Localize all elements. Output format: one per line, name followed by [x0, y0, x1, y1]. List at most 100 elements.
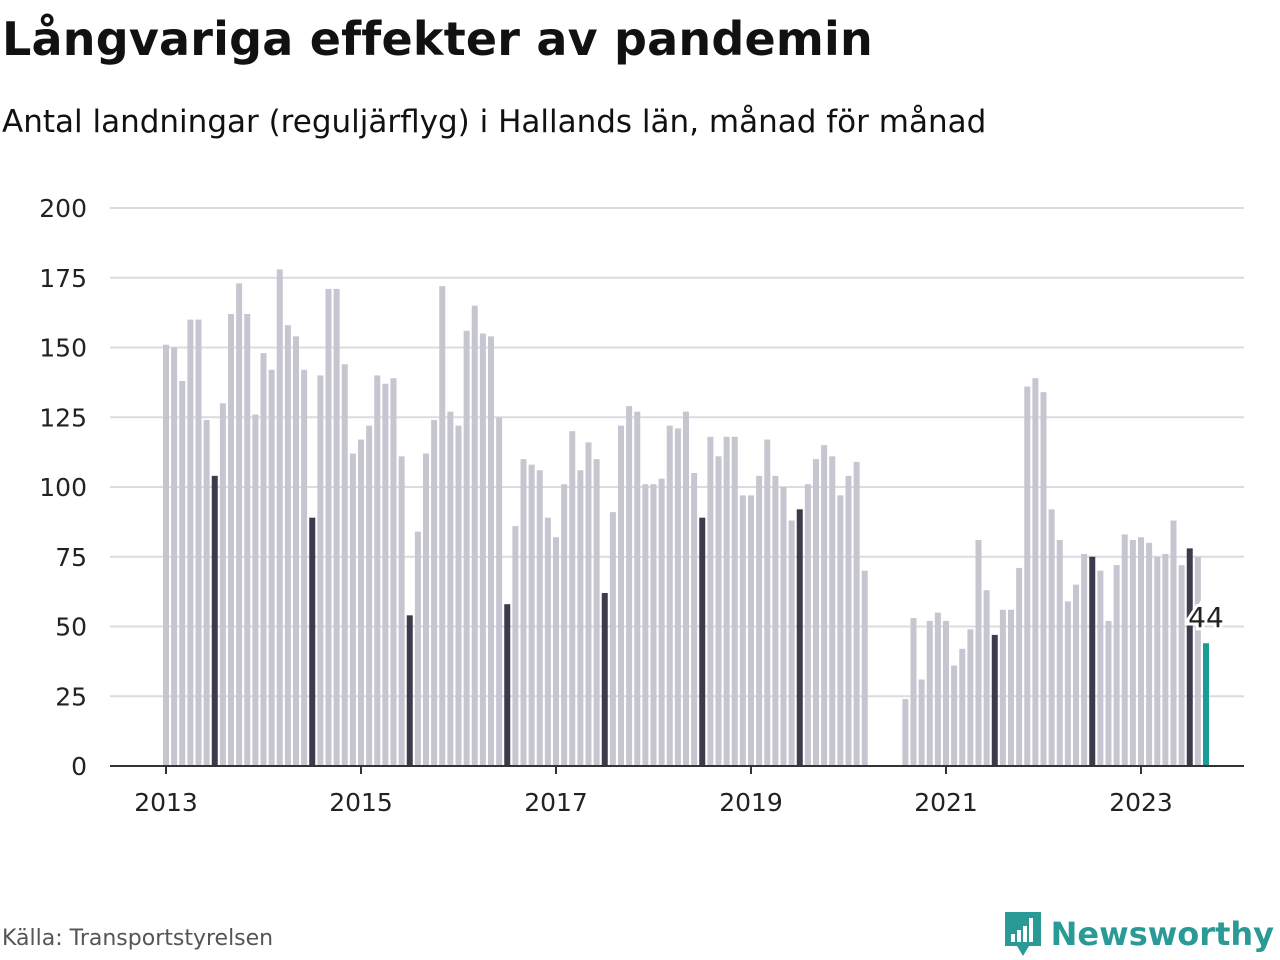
y-tick-label: 50 — [55, 613, 87, 642]
y-tick-label: 125 — [39, 403, 87, 432]
bar — [463, 330, 470, 766]
bar — [1040, 392, 1047, 766]
chart-title: Långvariga effekter av pandemin — [2, 12, 873, 66]
bar — [1203, 643, 1209, 766]
bar — [561, 484, 568, 766]
bar — [666, 425, 673, 766]
bar — [195, 319, 202, 766]
bar — [536, 470, 543, 766]
bar — [593, 459, 600, 766]
bar — [431, 420, 438, 766]
bar — [609, 512, 616, 766]
bar — [520, 459, 527, 766]
y-tick-label: 25 — [55, 682, 87, 711]
bar — [423, 453, 429, 766]
x-axis-tick-labels: 2013 2015 2017 2019 2021 2023 — [134, 788, 1173, 817]
bar — [1024, 386, 1031, 766]
bar — [902, 699, 909, 766]
bar — [804, 484, 811, 766]
bar — [674, 428, 681, 766]
bar — [943, 620, 949, 766]
bar — [1113, 565, 1120, 766]
bar — [1138, 537, 1144, 766]
bar — [406, 615, 413, 766]
source-note: Källa: Transportstyrelsen — [2, 926, 274, 951]
bar — [642, 484, 649, 766]
bar — [504, 604, 511, 766]
bar — [1105, 620, 1112, 766]
bar — [309, 517, 316, 766]
bar — [739, 495, 746, 766]
bar — [512, 526, 519, 766]
brand-name: Newsworthy — [1050, 915, 1274, 953]
bar — [853, 461, 860, 766]
bar — [829, 456, 836, 766]
bar — [211, 475, 218, 766]
bar — [918, 679, 925, 766]
y-tick-label: 175 — [39, 264, 87, 293]
bar — [349, 453, 356, 766]
bar — [715, 456, 722, 766]
bar — [358, 439, 364, 766]
x-tick-label: 2015 — [329, 788, 393, 817]
bar — [1064, 601, 1071, 766]
bar — [1032, 378, 1039, 766]
bar — [284, 325, 291, 766]
bar — [317, 375, 324, 766]
latest-value-label: 44 — [1188, 601, 1224, 634]
bar — [1121, 534, 1128, 766]
bar — [236, 283, 243, 766]
bar — [723, 436, 730, 766]
bar — [991, 634, 998, 766]
bar — [187, 319, 194, 766]
bar — [1073, 584, 1079, 766]
bar — [731, 436, 738, 766]
bar — [203, 420, 210, 766]
x-tick-label: 2013 — [134, 788, 198, 817]
bar — [374, 375, 381, 766]
bar — [634, 411, 641, 766]
bar — [528, 464, 535, 766]
bar — [861, 570, 868, 766]
y-axis-tick-labels: 0 25 50 75 100 125 150 175 200 — [39, 194, 87, 781]
bar — [577, 470, 584, 766]
bar — [650, 484, 657, 766]
bar — [788, 520, 795, 766]
bar — [975, 540, 982, 766]
bar — [244, 314, 251, 766]
x-axis — [110, 765, 1244, 774]
bar — [382, 383, 389, 766]
bar — [1089, 556, 1096, 766]
bar — [1154, 556, 1161, 766]
bar — [496, 417, 503, 766]
y-tick-label: 75 — [55, 543, 87, 572]
bar — [268, 369, 275, 766]
bar — [252, 414, 259, 766]
bar — [813, 459, 819, 766]
bar — [951, 665, 958, 766]
bar — [772, 475, 779, 766]
bar — [414, 531, 421, 766]
bar — [1016, 567, 1023, 766]
bar — [479, 333, 486, 766]
bar — [756, 475, 763, 766]
bar — [1008, 609, 1014, 766]
bars — [163, 269, 1209, 766]
bar — [1170, 520, 1177, 766]
bar — [341, 364, 348, 766]
bar — [796, 509, 803, 766]
y-tick-label: 100 — [39, 473, 87, 502]
bar — [1178, 565, 1185, 766]
bar — [1129, 540, 1136, 766]
bar — [959, 648, 966, 766]
bar — [910, 618, 917, 766]
bar — [260, 353, 267, 766]
bar — [1162, 553, 1169, 766]
x-tick-label: 2021 — [914, 788, 978, 817]
bar — [999, 609, 1006, 766]
bar — [179, 380, 186, 766]
bar — [163, 344, 169, 766]
x-tick-label: 2017 — [524, 788, 588, 817]
bar — [1048, 509, 1055, 766]
